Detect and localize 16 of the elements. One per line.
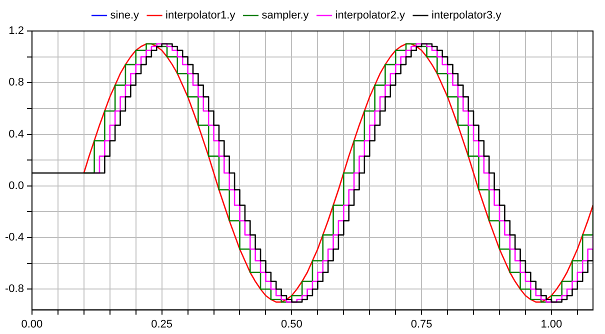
legend-label: interpolator3.y [432,10,502,22]
y-tick-label: 1.2 [8,25,24,38]
x-tick-label: 0.00 [21,318,43,330]
y-tick-label: 0.0 [8,180,24,192]
legend-label: sampler.y [262,10,310,22]
y-tick-label: 0.8 [8,76,24,89]
x-tick-label: 0.50 [280,318,302,330]
legend-label: sine.y [110,10,140,22]
x-tick-label: 0.75 [410,318,432,330]
y-tick-label: -0.8 [4,283,24,296]
legend-label: interpolator2.y [335,10,406,22]
legend-label: interpolator1.y [166,10,236,22]
x-tick-label: 0.25 [151,318,173,330]
y-tick-label: -0.4 [4,232,24,244]
y-tick-label: 0.4 [8,128,24,140]
x-tick-label: 1.00 [540,318,562,330]
